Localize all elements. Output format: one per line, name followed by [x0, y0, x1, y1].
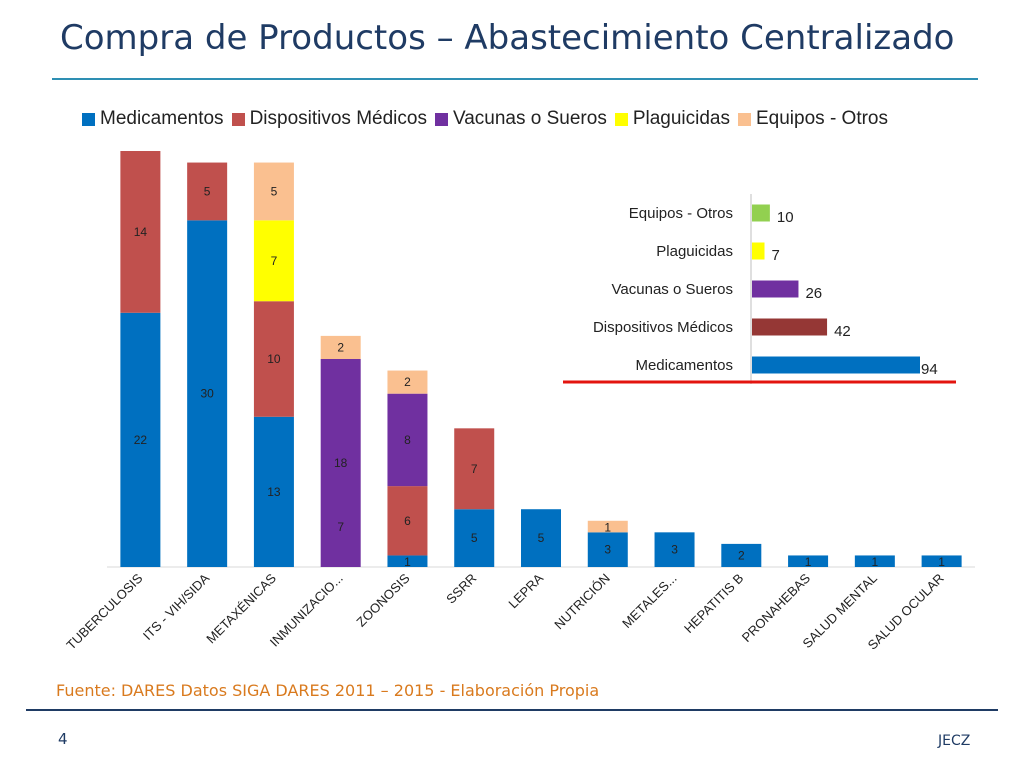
bar-segment: [320, 335, 361, 359]
data-label: 8: [404, 433, 411, 447]
title-divider: [52, 78, 978, 80]
footer-divider: [26, 709, 998, 711]
bar-segment: [587, 532, 628, 567]
bar-segment: [320, 359, 361, 567]
data-label: 5: [204, 184, 211, 198]
source-note: Fuente: DARES Datos SIGA DARES 2011 – 20…: [56, 681, 600, 700]
data-label: 5: [271, 184, 278, 198]
data-label: 1: [938, 555, 945, 569]
data-label: 30: [200, 387, 214, 401]
data-label: 2: [404, 375, 411, 389]
legend-swatch: [738, 112, 751, 126]
bar-segment: [120, 312, 161, 567]
data-label: 7: [337, 520, 344, 534]
bar-segment: [187, 162, 228, 221]
data-label: 5: [471, 531, 478, 545]
bar-segment: [253, 416, 294, 567]
inset-bar: [752, 242, 765, 260]
data-label: 1: [604, 520, 611, 534]
bar-segment: [721, 543, 762, 567]
data-label: 1: [404, 555, 411, 569]
page-number: 4: [58, 730, 68, 748]
bar-segment: [387, 393, 428, 487]
bar-segment: [253, 220, 294, 302]
legend-item: Dispositivos Médicos: [231, 108, 427, 130]
bar-segment: [854, 555, 895, 567]
bar-segment: [187, 220, 228, 568]
data-label: 6: [404, 514, 411, 528]
data-label: 10: [267, 352, 281, 366]
slide-title: Compra de Productos – Abastecimiento Cen…: [60, 18, 955, 58]
legend-item: Equipos - Otros: [738, 108, 888, 130]
inset-category-label: Plaguicidas: [656, 243, 733, 260]
inset-category-label: Dispositivos Médicos: [593, 319, 733, 336]
bar-segment: [253, 301, 294, 417]
data-label: 2: [738, 548, 745, 562]
inset-value-label: 42: [834, 323, 851, 340]
inset-value-label: 94: [921, 361, 938, 378]
author-initials: JECZ: [938, 733, 971, 749]
data-label: 2: [337, 340, 344, 354]
inset-category-label: Equipos - Otros: [629, 205, 733, 222]
x-tick-label: ZOONOSIS: [353, 570, 412, 629]
data-label: 3: [671, 543, 678, 557]
inset-value-label: 7: [772, 247, 780, 264]
legend-swatch: [231, 112, 245, 126]
bar-segment: [788, 555, 829, 567]
bar-segment: [654, 532, 695, 567]
inset-bar: [752, 280, 799, 298]
x-tick-label: PRONAHEBAS: [739, 570, 814, 645]
legend-label: Dispositivos Médicos: [249, 108, 427, 129]
bar-segment: [521, 509, 561, 567]
bar-segment: [387, 370, 428, 394]
data-label: 7: [471, 462, 478, 476]
data-label: 22: [134, 433, 148, 447]
x-tick-label: SSRR: [443, 571, 479, 607]
bar-segment: [587, 520, 628, 533]
x-tick-label: ITS - VIH/SIDA: [140, 570, 213, 643]
legend-item: Vacunas o Sueros: [434, 108, 607, 130]
legend-swatch: [82, 112, 95, 126]
inset-category-label: Vacunas o Sueros: [612, 281, 733, 298]
data-label: 14: [134, 225, 148, 239]
legend-label: Equipos - Otros: [756, 108, 888, 129]
data-label: 7: [271, 254, 278, 268]
inset-bar: [752, 356, 920, 374]
legend-swatch: [614, 112, 628, 126]
inset-value-label: 10: [777, 209, 794, 226]
inset-value-label: 26: [805, 285, 822, 302]
bar-segment: [253, 162, 294, 221]
x-tick-label: METALES...: [619, 571, 680, 632]
data-label: 18: [334, 456, 348, 470]
legend-item: Plaguicidas: [614, 108, 730, 130]
x-tick-label: HEPATITIS B: [681, 571, 746, 636]
bar-segment: [387, 555, 428, 567]
data-label: 5: [538, 531, 545, 545]
x-tick-label: TUBERCULOSIS: [63, 570, 145, 652]
bar-segment: [454, 428, 495, 510]
inset-bar: [752, 204, 770, 222]
x-tick-label: INMUNIZACIO...: [267, 571, 346, 650]
bar-segment: [921, 555, 962, 567]
legend-label: Plaguicidas: [632, 108, 730, 129]
data-label: 13: [267, 485, 281, 499]
inset-bar: [752, 318, 828, 336]
inset-category-label: Medicamentos: [635, 357, 733, 374]
x-tick-label: NUTRICIÓN: [551, 571, 613, 633]
x-tick-label: LEPRA: [505, 570, 546, 611]
chart-legend: Medicamentos Dispositivos Médicos Vacunas …: [82, 108, 896, 130]
legend-item: Medicamentos: [82, 108, 224, 130]
bar-segment: [387, 486, 428, 556]
data-label: 1: [805, 555, 812, 569]
x-tick-label: METAXÉNICAS: [203, 570, 279, 646]
data-label: 1: [872, 555, 879, 569]
bar-segment: [454, 509, 495, 567]
legend-label: Medicamentos: [100, 108, 224, 129]
legend-swatch: [434, 112, 448, 126]
legend-label: Vacunas o Sueros: [452, 108, 607, 129]
data-label: 3: [604, 543, 611, 557]
bar-segment: [120, 151, 161, 313]
